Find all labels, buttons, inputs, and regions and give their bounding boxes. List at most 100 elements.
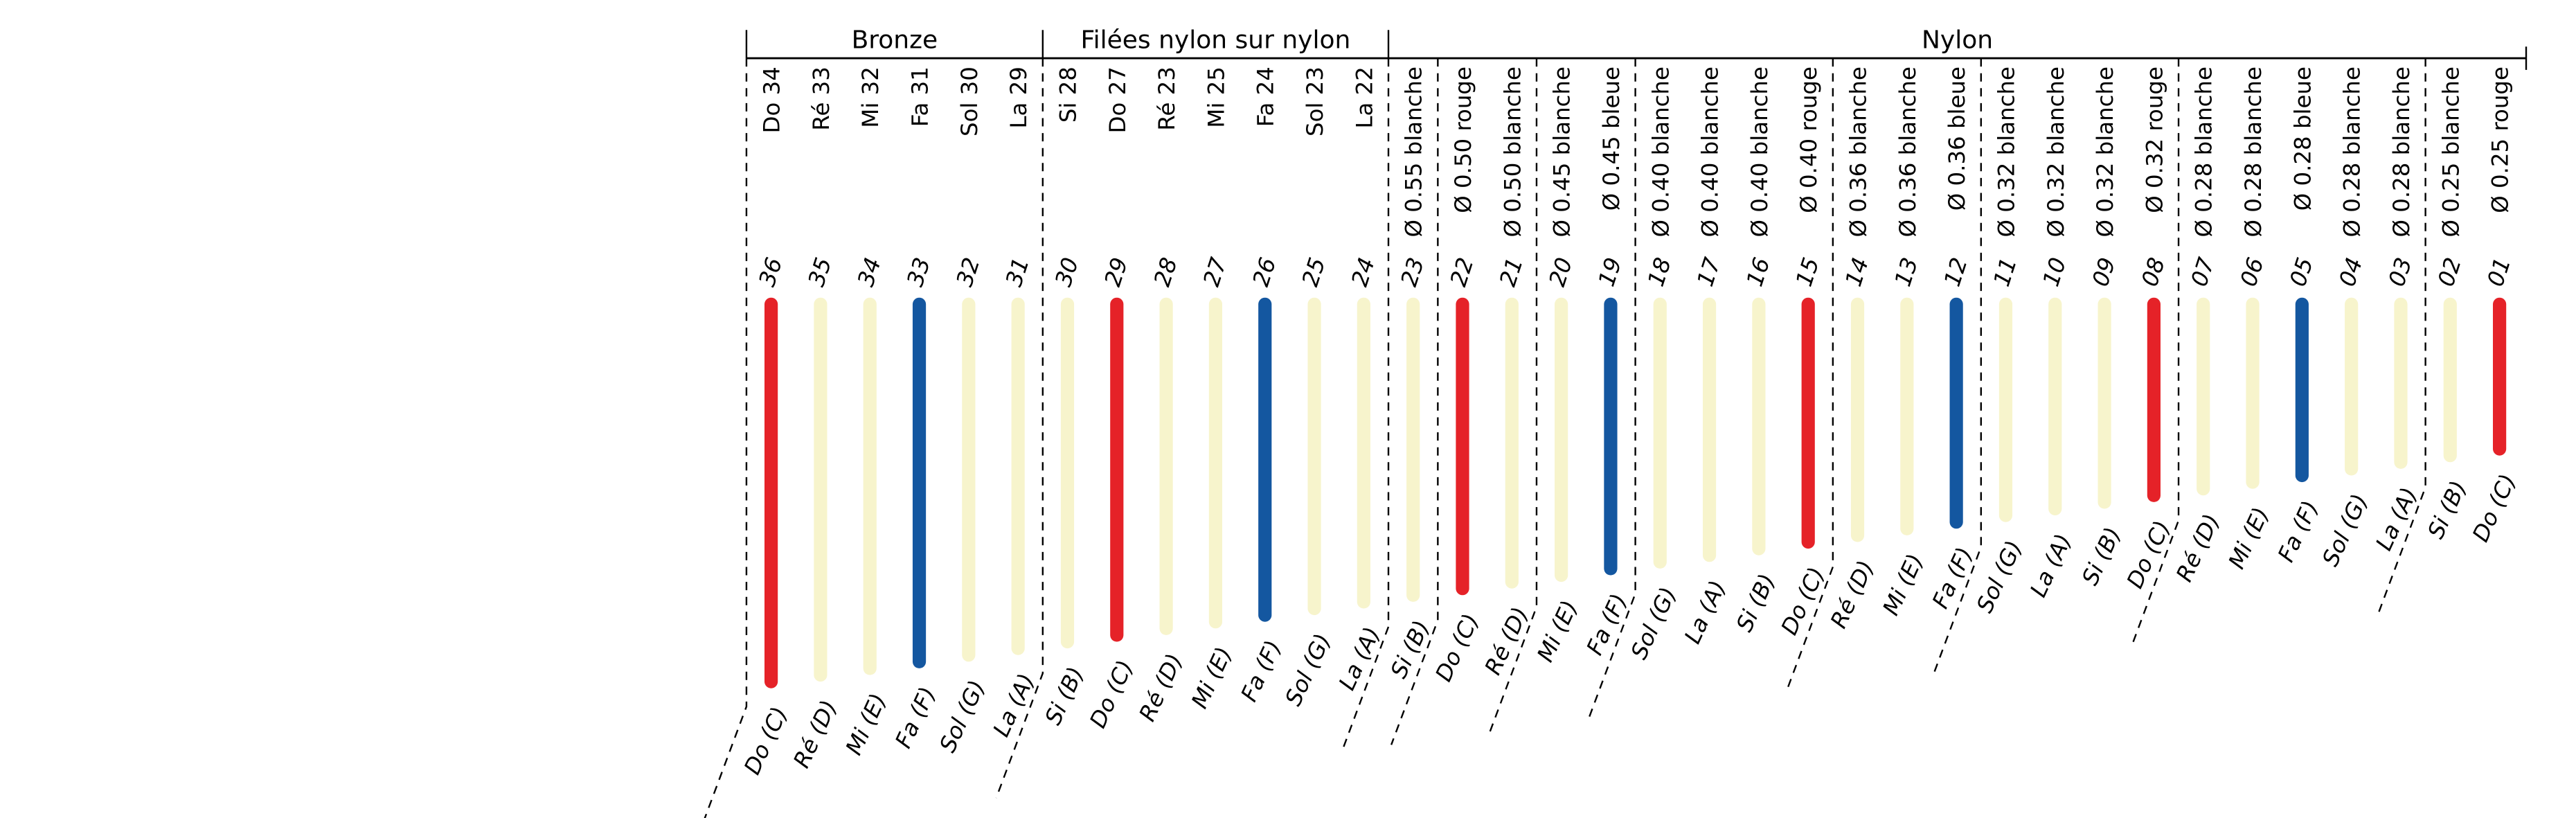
string-label: La 29 (1005, 66, 1032, 128)
string-label: Fa 24 (1253, 66, 1279, 127)
string-number: 07 (2185, 254, 2219, 290)
string-number: 03 (2383, 254, 2417, 290)
note-label: Do (C) (2467, 470, 2521, 546)
string-label: Ø 0.40 blanche (1697, 66, 1724, 237)
string-label: Ø 0.55 blanche (1401, 66, 1427, 237)
string-label: Ø 0.32 rouge (2141, 66, 2167, 213)
dividers (704, 58, 2426, 818)
string-label: Ø 0.32 blanche (2043, 66, 2069, 237)
note-label: Si (B) (1731, 570, 1780, 636)
string-number: 21 (1494, 254, 1528, 290)
string-label: Ø 0.28 bleue (2289, 66, 2316, 211)
string-label: Mi 25 (1203, 66, 1229, 127)
group-divider (1341, 58, 1390, 752)
string-label: Ø 0.25 rouge (2487, 66, 2514, 213)
string-label: Ré 33 (808, 66, 834, 130)
group-title: Filées nylon sur nylon (1081, 26, 1351, 55)
string-label: Ø 0.32 blanche (2092, 66, 2118, 237)
note-label: Do (C) (1776, 563, 1830, 639)
note-label: La (A) (2370, 483, 2422, 555)
string-number: 36 (753, 254, 787, 290)
group-divider (1390, 58, 1439, 745)
string-number: 16 (1742, 254, 1776, 290)
string-number: 33 (902, 254, 936, 290)
string-number: 28 (1149, 254, 1183, 290)
string-label: Ré 23 (1154, 66, 1180, 130)
note-label: Sol (G) (934, 676, 990, 756)
note-label: Ré (D) (2171, 510, 2225, 585)
note-label: Si (B) (2422, 477, 2471, 542)
group-title: Bronze (852, 26, 938, 55)
note-label: Si (B) (1039, 663, 1089, 729)
note-label: La (A) (1334, 623, 1386, 694)
note-label: La (A) (1679, 576, 1731, 648)
note-label: Sol (G) (1280, 630, 1336, 710)
string-label: Ø 0.50 blanche (1499, 66, 1526, 237)
string-number: 01 (2482, 254, 2516, 290)
string-label: Ø 0.45 bleue (1598, 66, 1625, 211)
note-label: Mi (E) (1877, 550, 1929, 619)
string-label: Do 27 (1104, 66, 1131, 133)
string-label: Ø 0.25 blanche (2438, 66, 2464, 237)
string-number: 05 (2284, 254, 2318, 290)
string-number: 35 (803, 254, 837, 290)
note-label: Si (B) (1386, 616, 1435, 682)
string-number: 20 (1544, 254, 1577, 290)
string-number: 24 (1346, 254, 1380, 290)
note-label: Fa (F) (2273, 497, 2324, 566)
string-label: Ø 0.45 blanche (1549, 66, 1575, 237)
string-number: 12 (1939, 254, 1973, 290)
string-label: Sol 30 (956, 66, 983, 136)
string-number: 25 (1297, 254, 1331, 290)
string-label: Do 34 (759, 66, 785, 133)
string-number: 04 (2334, 254, 2368, 290)
string-number: 22 (1445, 254, 1479, 290)
string-label: Ø 0.36 blanche (1845, 66, 1872, 237)
note-label: Fa (F) (1235, 637, 1287, 706)
group-divider (1489, 58, 1538, 732)
group-divider (2378, 58, 2426, 612)
string-number: 02 (2433, 254, 2467, 290)
note-label: Fa (F) (890, 683, 941, 752)
group-header: Bronze Filées nylon sur nylon Nylon (745, 26, 2528, 70)
note-label: La (A) (2025, 530, 2077, 601)
string-number: 19 (1593, 254, 1627, 290)
string-number: 27 (1198, 254, 1232, 290)
string-number: 06 (2235, 254, 2269, 290)
string-label: Ø 0.32 blanche (1993, 66, 2019, 237)
note-label: Mi (E) (1186, 643, 1237, 712)
note-label: Sol (G) (1971, 537, 2028, 617)
string-label: Si 28 (1055, 66, 1081, 123)
group-divider (1785, 58, 1834, 692)
string-number: 34 (852, 254, 886, 290)
note-label: Ré (D) (1134, 650, 1188, 725)
string-number: 08 (2136, 254, 2170, 290)
note-label: Mi (E) (841, 689, 892, 758)
string-label: Ø 0.40 blanche (1746, 66, 1773, 237)
string-label: Ø 0.36 bleue (1944, 66, 1970, 211)
note-label: Do (C) (1430, 610, 1484, 685)
group-divider (2131, 58, 2180, 646)
string-number: 15 (1791, 254, 1825, 290)
group-divider (704, 58, 748, 818)
string-number: 26 (1247, 254, 1281, 290)
string-label: Ø 0.28 blanche (2388, 66, 2415, 237)
string-label: Ø 0.36 blanche (1895, 66, 1921, 237)
string-number: 32 (951, 254, 985, 290)
string-number: 29 (1099, 254, 1133, 290)
note-label: Do (C) (739, 703, 793, 779)
note-label: Sol (G) (2317, 490, 2373, 570)
note-label: Fa (F) (1582, 589, 1633, 659)
string-label: Ø 0.28 blanche (2191, 66, 2217, 237)
string-label: La 22 (1351, 66, 1377, 128)
string-label: Ø 0.28 blanche (2339, 66, 2365, 237)
note-label: Do (C) (2122, 517, 2176, 592)
note-label: Ré (D) (788, 696, 842, 772)
string-number: 18 (1643, 254, 1676, 290)
string-label: Ø 0.40 blanche (1647, 66, 1674, 237)
note-label: Fa (F) (1927, 543, 1978, 612)
string-label: Mi 32 (857, 66, 884, 127)
string-label: Ø 0.50 rouge (1450, 66, 1476, 213)
group-title: Nylon (1922, 26, 1993, 55)
